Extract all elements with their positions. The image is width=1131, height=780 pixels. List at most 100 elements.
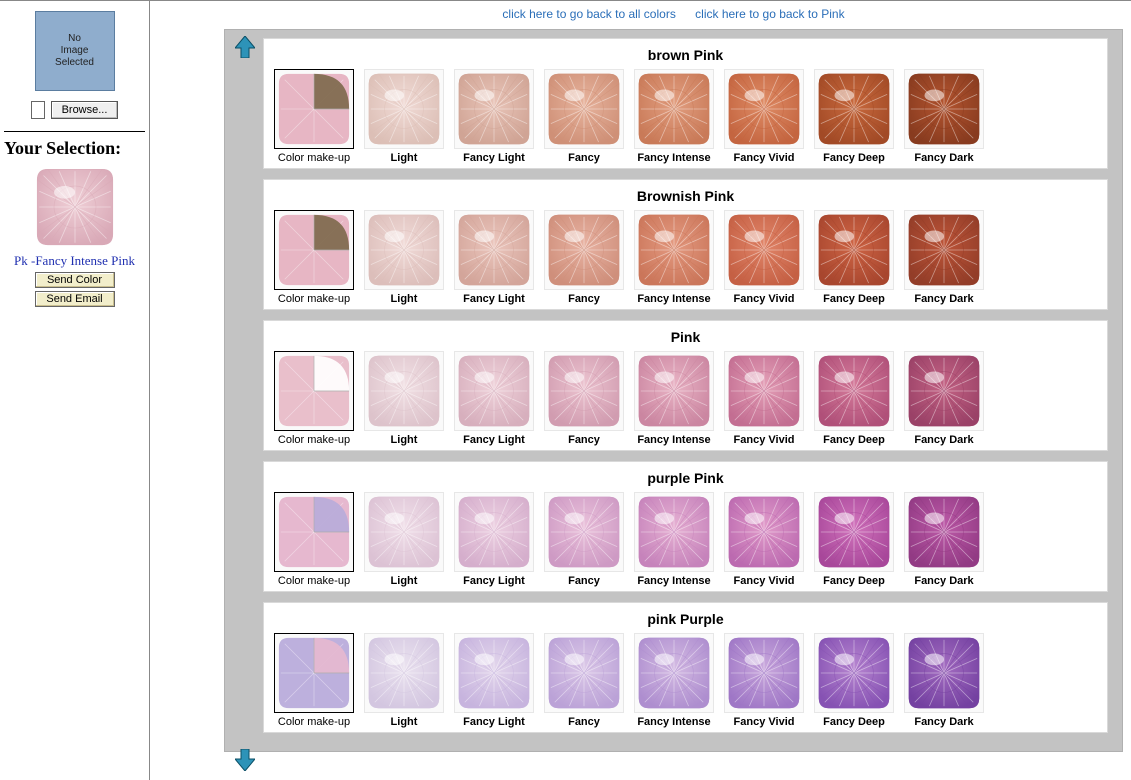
swatch-cell[interactable]: Light — [362, 69, 446, 164]
swatch-thumb[interactable] — [544, 633, 624, 713]
swatch-cell[interactable]: Fancy Intense — [632, 492, 716, 587]
link-all-colors[interactable]: click here to go back to all colors — [502, 7, 675, 21]
swatch-thumb[interactable] — [814, 69, 894, 149]
swatch-thumb[interactable] — [814, 210, 894, 290]
swatch-cell[interactable]: Fancy Light — [452, 351, 536, 446]
swatch-thumb[interactable] — [634, 210, 714, 290]
swatch-thumb[interactable] — [904, 492, 984, 572]
swatch-thumb[interactable] — [364, 210, 444, 290]
swatch-cell[interactable]: Fancy — [542, 492, 626, 587]
swatch-caption: Fancy Dark — [902, 713, 986, 728]
swatch-cell[interactable]: Fancy Deep — [812, 69, 896, 164]
swatch-cell[interactable]: Fancy — [542, 633, 626, 728]
makeup-caption: Color make-up — [272, 431, 356, 446]
swatch-caption: Fancy Deep — [812, 149, 896, 164]
swatch-cell[interactable]: Fancy — [542, 69, 626, 164]
group-title: brown Pink — [272, 45, 1099, 69]
swatch-cell[interactable]: Fancy Light — [452, 210, 536, 305]
browse-button[interactable]: Browse... — [51, 101, 119, 119]
swatch-caption: Fancy Intense — [632, 149, 716, 164]
swatch-cell[interactable]: Fancy Dark — [902, 492, 986, 587]
makeup-cell[interactable]: Color make-up — [272, 492, 356, 587]
group-title: Pink — [272, 327, 1099, 351]
swatch-caption: Light — [362, 713, 446, 728]
swatch-caption: Fancy Dark — [902, 431, 986, 446]
swatch-caption: Fancy Vivid — [722, 431, 806, 446]
swatch-thumb[interactable] — [724, 210, 804, 290]
swatch-cell[interactable]: Fancy Deep — [812, 492, 896, 587]
link-back-pink[interactable]: click here to go back to Pink — [695, 7, 844, 21]
send-email-button[interactable]: Send Email — [35, 291, 115, 307]
swatch-thumb[interactable] — [544, 492, 624, 572]
swatch-thumb[interactable] — [454, 69, 534, 149]
swatch-thumb[interactable] — [364, 69, 444, 149]
swatch-thumb[interactable] — [904, 633, 984, 713]
swatch-thumb[interactable] — [544, 69, 624, 149]
swatch-cell[interactable]: Fancy — [542, 351, 626, 446]
swatch-thumb[interactable] — [634, 492, 714, 572]
swatch-thumb[interactable] — [724, 69, 804, 149]
swatch-cell[interactable]: Fancy Dark — [902, 210, 986, 305]
swatch-cell[interactable]: Fancy Intense — [632, 351, 716, 446]
swatch-thumb[interactable] — [904, 69, 984, 149]
swatch-cell[interactable]: Fancy Deep — [812, 351, 896, 446]
swatch-cell[interactable]: Fancy — [542, 210, 626, 305]
swatch-thumb[interactable] — [724, 633, 804, 713]
makeup-cell[interactable]: Color make-up — [272, 633, 356, 728]
swatch-cell[interactable]: Fancy Vivid — [722, 351, 806, 446]
swatch-cell[interactable]: Fancy Vivid — [722, 69, 806, 164]
makeup-thumb[interactable] — [274, 210, 354, 290]
swatch-cell[interactable]: Fancy Vivid — [722, 492, 806, 587]
swatch-thumb[interactable] — [544, 351, 624, 431]
swatch-cell[interactable]: Fancy Intense — [632, 633, 716, 728]
swatch-thumb[interactable] — [904, 351, 984, 431]
swatch-thumb[interactable] — [364, 351, 444, 431]
swatch-cell[interactable]: Light — [362, 633, 446, 728]
swatch-thumb[interactable] — [724, 351, 804, 431]
makeup-thumb[interactable] — [274, 69, 354, 149]
swatch-cell[interactable]: Light — [362, 492, 446, 587]
swatch-thumb[interactable] — [904, 210, 984, 290]
swatch-thumb[interactable] — [454, 633, 534, 713]
swatch-thumb[interactable] — [634, 633, 714, 713]
swatch-cell[interactable]: Fancy Dark — [902, 69, 986, 164]
swatch-cell[interactable]: Fancy Vivid — [722, 633, 806, 728]
file-path-input[interactable] — [31, 101, 45, 119]
swatch-cell[interactable]: Fancy Deep — [812, 633, 896, 728]
swatch-cell[interactable]: Fancy Dark — [902, 633, 986, 728]
swatch-caption: Fancy — [542, 149, 626, 164]
swatch-thumb[interactable] — [814, 633, 894, 713]
swatch-thumb[interactable] — [364, 633, 444, 713]
color-group: purple Pink Color make-up — [263, 461, 1108, 592]
swatch-thumb[interactable] — [724, 492, 804, 572]
makeup-cell[interactable]: Color make-up — [272, 351, 356, 446]
swatch-thumb[interactable] — [544, 210, 624, 290]
swatch-cell[interactable]: Fancy Light — [452, 492, 536, 587]
swatch-row: Color make-up Light — [272, 69, 1099, 164]
swatch-cell[interactable]: Fancy Light — [452, 633, 536, 728]
swatch-cell[interactable]: Fancy Light — [452, 69, 536, 164]
swatch-thumb[interactable] — [454, 492, 534, 572]
swatch-thumb[interactable] — [814, 351, 894, 431]
swatch-caption: Fancy Vivid — [722, 572, 806, 587]
swatch-thumb[interactable] — [634, 351, 714, 431]
makeup-cell[interactable]: Color make-up — [272, 210, 356, 305]
makeup-cell[interactable]: Color make-up — [272, 69, 356, 164]
swatch-thumb[interactable] — [454, 351, 534, 431]
swatch-cell[interactable]: Light — [362, 210, 446, 305]
swatch-cell[interactable]: Fancy Vivid — [722, 210, 806, 305]
swatch-cell[interactable]: Fancy Intense — [632, 69, 716, 164]
makeup-thumb[interactable] — [274, 351, 354, 431]
swatch-thumb[interactable] — [364, 492, 444, 572]
swatch-cell[interactable]: Fancy Deep — [812, 210, 896, 305]
swatch-cell[interactable]: Light — [362, 351, 446, 446]
send-color-button[interactable]: Send Color — [35, 272, 115, 288]
swatch-caption: Light — [362, 149, 446, 164]
makeup-thumb[interactable] — [274, 633, 354, 713]
swatch-cell[interactable]: Fancy Intense — [632, 210, 716, 305]
swatch-thumb[interactable] — [814, 492, 894, 572]
swatch-cell[interactable]: Fancy Dark — [902, 351, 986, 446]
makeup-thumb[interactable] — [274, 492, 354, 572]
swatch-thumb[interactable] — [634, 69, 714, 149]
swatch-thumb[interactable] — [454, 210, 534, 290]
